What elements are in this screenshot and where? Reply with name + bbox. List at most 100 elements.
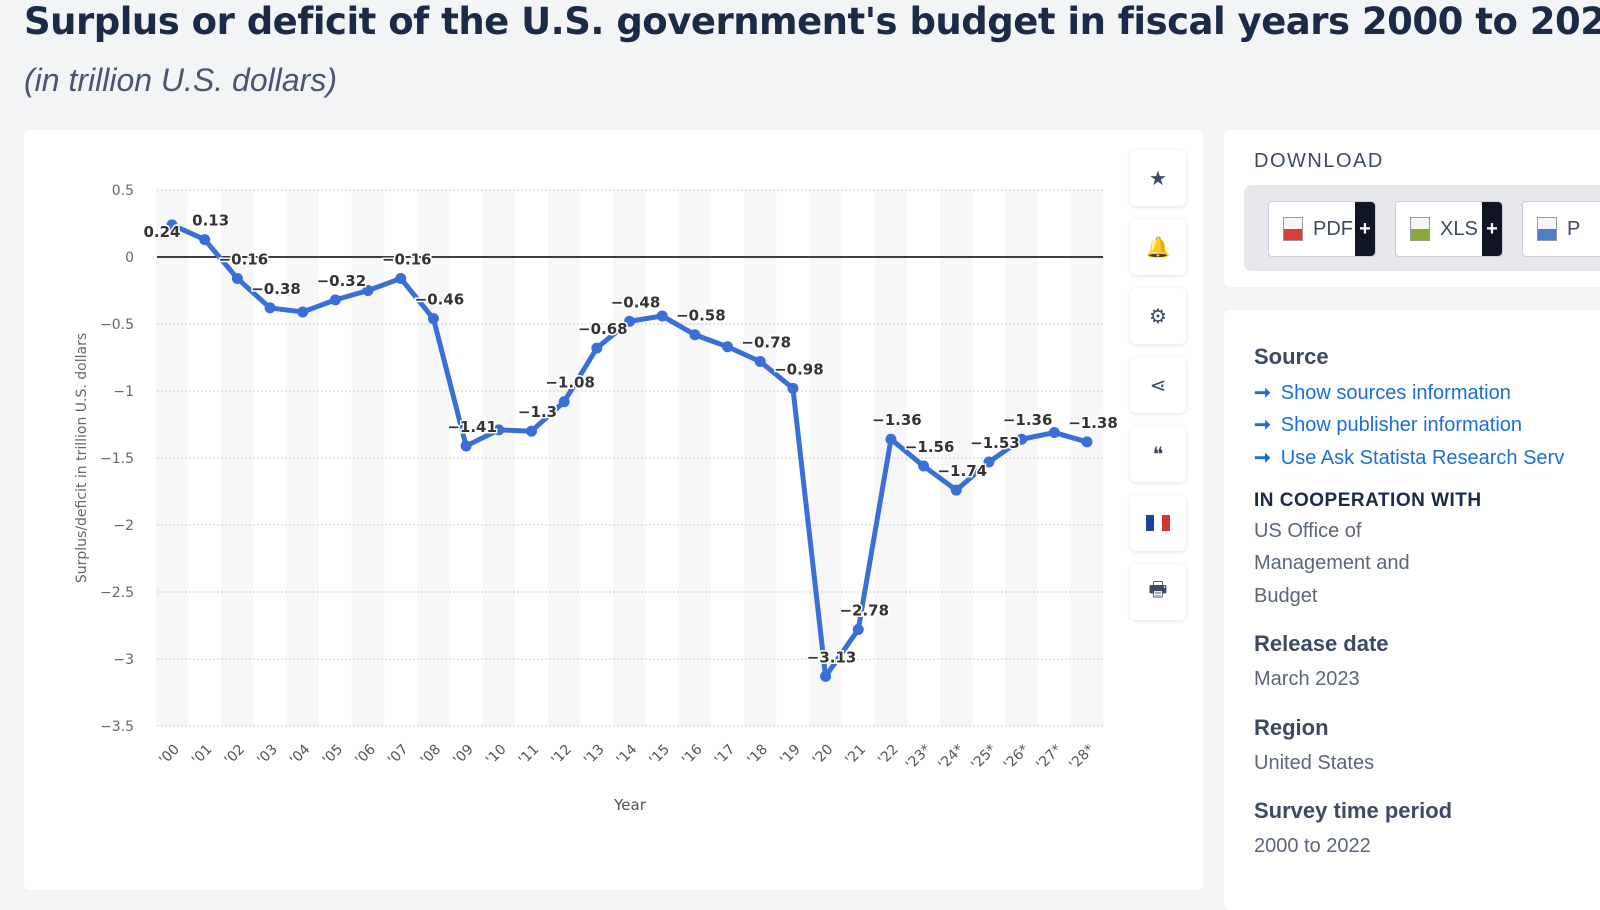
link-text: Show sources information <box>1280 382 1511 404</box>
download-xls-button[interactable]: XLS + <box>1395 201 1503 257</box>
data-point <box>231 272 243 284</box>
x-tick-label: '17 <box>712 742 739 769</box>
gear-icon: ⚙ <box>1149 305 1167 328</box>
pdf-plus-button[interactable]: + <box>1355 202 1375 256</box>
y-tick-label: 0.5 <box>112 183 134 199</box>
show-publisher-link[interactable]: ➞ Show publisher information <box>1254 412 1522 437</box>
data-point <box>1081 436 1093 448</box>
column-band <box>155 190 189 726</box>
x-tick-label: '13 <box>581 742 608 769</box>
data-label: 0.24 <box>143 223 180 241</box>
data-label: −0.58 <box>676 307 726 325</box>
download-png-button[interactable]: P <box>1522 201 1600 257</box>
x-tick-label: '16 <box>679 741 706 768</box>
x-tick-label: '10 <box>483 742 510 769</box>
release-value: March 2023 <box>1254 668 1360 690</box>
star-button[interactable]: ★ <box>1130 150 1186 206</box>
data-label: −1.3 <box>518 403 557 421</box>
y-tick-label: −1.5 <box>100 451 134 467</box>
x-tick-label: '21 <box>842 742 869 769</box>
data-label: −0.16 <box>382 250 432 268</box>
print-button[interactable]: 🖶 <box>1130 564 1186 620</box>
download-title: DOWNLOAD <box>1254 150 1384 172</box>
pdf-label: PDF <box>1313 217 1353 240</box>
data-point <box>754 356 766 368</box>
data-label: −0.46 <box>415 291 465 309</box>
data-label: −1.36 <box>1003 411 1053 429</box>
data-point <box>329 294 341 306</box>
x-tick-label: '25* <box>968 742 1000 774</box>
cooperation-line: US Office of <box>1254 520 1362 542</box>
link-text: Show publisher information <box>1280 414 1523 436</box>
data-point <box>199 234 211 246</box>
data-point <box>722 341 734 353</box>
quote-button[interactable]: ❝ <box>1130 426 1186 482</box>
data-point <box>1048 427 1060 439</box>
x-tick-label: '04 <box>287 741 314 768</box>
x-tick-label: '28* <box>1066 742 1098 774</box>
show-sources-link[interactable]: ➞ Show sources information <box>1254 380 1511 405</box>
x-tick-label: '19 <box>777 742 804 769</box>
data-point <box>166 219 178 231</box>
data-point <box>950 484 962 496</box>
data-label: −1.74 <box>937 462 987 480</box>
data-point <box>558 396 570 408</box>
xls-file-icon <box>1410 217 1430 241</box>
data-point <box>362 285 374 296</box>
page-title: Surplus or deficit of the U.S. governmen… <box>24 0 1600 43</box>
share-button[interactable]: ⋖ <box>1130 357 1186 413</box>
x-tick-label: '27* <box>1034 742 1066 774</box>
x-tick-label: '03 <box>254 742 281 769</box>
chart-card: 0.5 0 −0.5 −1 −1.5 −2 −2.5 −3 −3.5 Surplus/defici… <box>24 130 1203 890</box>
release-heading: Release date <box>1254 631 1389 656</box>
flag-button[interactable] <box>1130 495 1186 551</box>
cooperation-heading: IN COOPERATION WITH <box>1254 490 1482 511</box>
column-band <box>939 190 973 726</box>
arrow-icon: ➞ <box>1254 382 1271 404</box>
y-tick-label: −3.5 <box>100 719 134 735</box>
x-tick-label: '06 <box>352 741 379 768</box>
x-tick-label: '23* <box>903 742 935 774</box>
x-tick-label: '02 <box>222 742 249 769</box>
y-tick-label: −3 <box>113 652 134 668</box>
data-label: −1.38 <box>1068 414 1118 432</box>
data-point <box>885 433 897 445</box>
y-tick-label: −0.5 <box>100 317 134 333</box>
x-tick-label: '14 <box>614 741 641 768</box>
column-band <box>547 190 581 726</box>
quote-icon: ❝ <box>1152 443 1164 466</box>
data-point <box>820 670 832 682</box>
download-pdf-button[interactable]: PDF + <box>1268 201 1376 257</box>
image-file-icon <box>1537 217 1557 241</box>
x-tick-label: '26* <box>1001 742 1033 774</box>
share-icon: ⋖ <box>1149 374 1167 397</box>
bell-button[interactable]: 🔔 <box>1130 219 1186 275</box>
y-tick-label: 0 <box>125 250 134 266</box>
x-tick-label: '09 <box>450 742 477 769</box>
star-icon: ★ <box>1149 167 1167 190</box>
flag-icon <box>1146 515 1170 531</box>
data-point <box>918 460 930 472</box>
data-point <box>689 329 701 341</box>
x-tick-label: '12 <box>548 742 575 769</box>
x-tick-label: '18 <box>744 742 771 769</box>
y-tick-label: −2 <box>113 518 134 534</box>
info-panel: Source ➞ Show sources information ➞ Show p… <box>1224 310 1600 910</box>
ask-statista-link[interactable]: ➞ Use Ask Statista Research Serv <box>1254 445 1564 470</box>
data-label: −1.41 <box>447 418 497 436</box>
y-axis-label: Surplus/deficit in trillion U.S. dollars <box>74 333 90 583</box>
data-point <box>525 425 537 437</box>
xls-plus-button[interactable]: + <box>1482 202 1502 256</box>
data-point <box>395 272 407 284</box>
data-label: −1.36 <box>872 411 922 429</box>
data-label: 0.13 <box>192 212 229 230</box>
x-tick-label: '24* <box>936 742 968 774</box>
x-tick-label: '00 <box>156 742 183 769</box>
data-label: −0.38 <box>251 280 301 298</box>
line-chart: 0.5 0 −0.5 −1 −1.5 −2 −2.5 −3 −3.5 Surplus/defici… <box>74 183 1119 814</box>
data-point <box>427 313 439 325</box>
arrow-icon: ➞ <box>1254 447 1271 469</box>
gear-button[interactable]: ⚙ <box>1130 288 1186 344</box>
column-band <box>351 190 385 726</box>
data-point <box>297 306 309 318</box>
